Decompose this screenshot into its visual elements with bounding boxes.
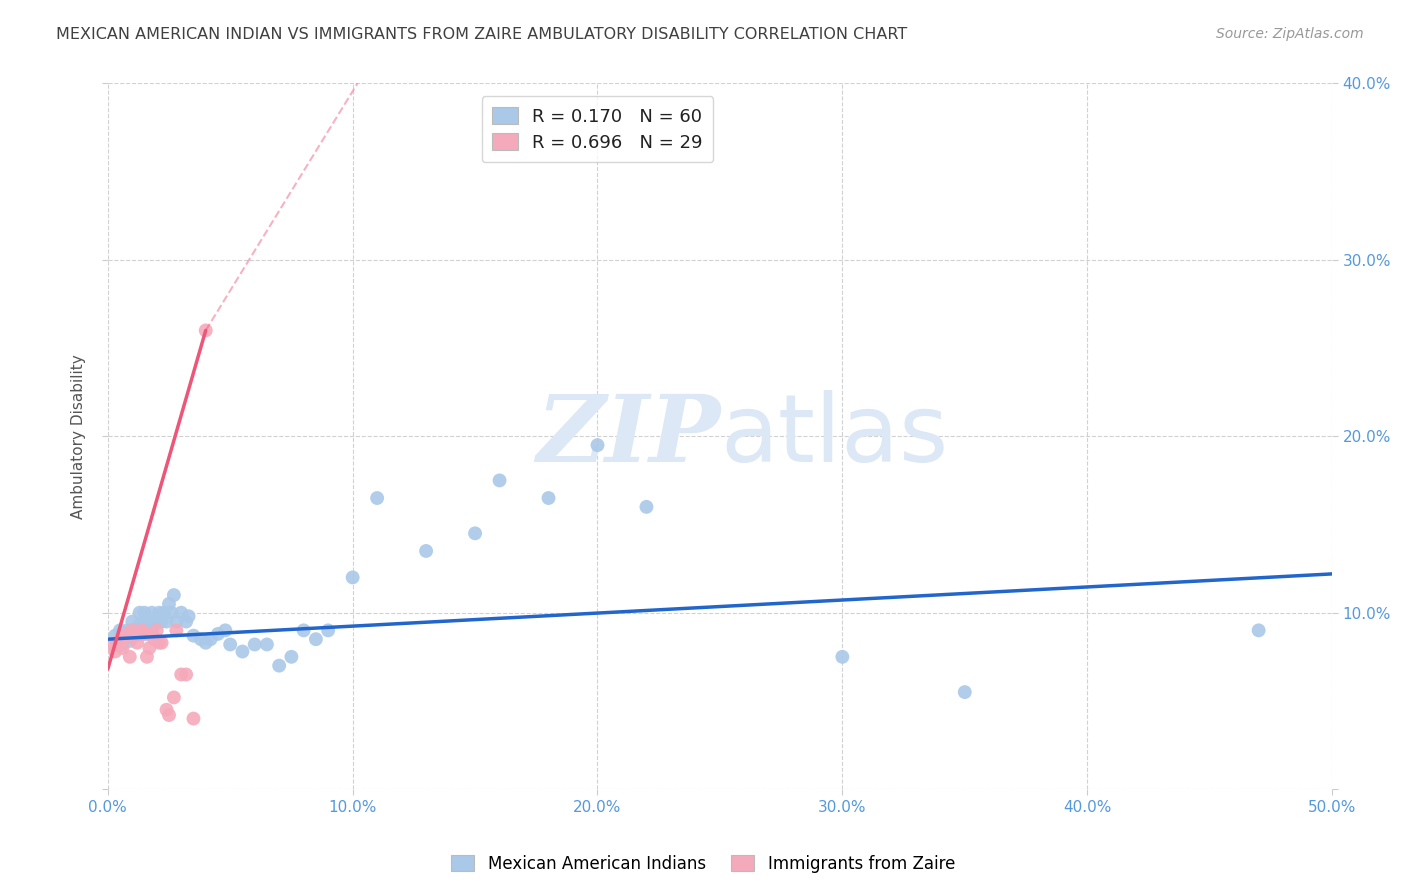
Point [153,606,176,620]
Point [464,526,486,541]
Point [111,638,134,652]
Point [143,632,166,647]
Point [292,624,315,638]
Point [194,323,217,337]
Point [121,624,143,638]
Point [136,649,159,664]
Point [128,618,150,632]
Point [488,474,510,488]
Point [170,606,193,620]
Point [148,636,170,650]
Point [163,588,186,602]
Point [214,624,236,638]
Point [269,658,291,673]
Point [134,615,156,629]
Point [586,438,609,452]
Text: atlas: atlas [720,391,948,483]
Point [243,638,266,652]
Point [104,644,127,658]
Point [114,627,136,641]
Point [1247,624,1270,638]
Point [127,624,149,638]
Point [150,615,173,629]
Point [163,690,186,705]
Point [114,631,136,645]
Point [190,632,212,647]
Point [104,629,127,643]
Point [183,629,205,643]
Point [111,640,134,655]
Point [121,624,143,638]
Legend: R = 0.170   N = 60, R = 0.696   N = 29: R = 0.170 N = 60, R = 0.696 N = 29 [481,96,713,162]
Point [148,606,170,620]
Point [124,629,146,643]
Point [231,644,253,658]
Point [117,631,139,645]
Point [108,632,131,647]
Point [136,618,159,632]
Point [207,627,229,641]
Point [174,667,197,681]
Point [157,708,180,723]
Point [165,624,187,638]
Point [118,649,141,664]
Point [128,627,150,641]
Text: ZIP: ZIP [536,392,720,482]
Point [134,606,156,620]
Point [118,634,141,648]
Point [170,667,193,681]
Point [143,618,166,632]
Point [107,636,129,650]
Point [157,597,180,611]
Point [141,627,163,641]
Text: MEXICAN AMERICAN INDIAN VS IMMIGRANTS FROM ZAIRE AMBULATORY DISABILITY CORRELATI: MEXICAN AMERICAN INDIAN VS IMMIGRANTS FR… [56,27,907,42]
Point [194,636,217,650]
Point [636,500,658,514]
Point [219,638,242,652]
Point [366,491,388,505]
Point [165,615,187,629]
Point [177,609,200,624]
Point [141,606,163,620]
Point [101,638,124,652]
Point [200,632,222,647]
Point [124,627,146,641]
Point [117,624,139,638]
Point [134,627,156,641]
Point [108,624,131,638]
Point [145,615,167,629]
Point [128,606,150,620]
Point [117,627,139,641]
Point [155,703,177,717]
Point [256,638,278,652]
Point [136,627,159,641]
Text: Source: ZipAtlas.com: Source: ZipAtlas.com [1216,27,1364,41]
Point [415,544,437,558]
Point [342,570,364,584]
Point [131,624,153,638]
Point [953,685,976,699]
Point [138,640,160,655]
Point [121,615,143,629]
Point [150,636,173,650]
Y-axis label: Ambulatory Disability: Ambulatory Disability [72,354,86,518]
Point [831,649,853,664]
Point [183,712,205,726]
Point [107,638,129,652]
Point [145,624,167,638]
Point [316,624,339,638]
Point [155,615,177,629]
Point [138,615,160,629]
Point [305,632,328,647]
Point [174,615,197,629]
Point [131,627,153,641]
Legend: Mexican American Indians, Immigrants from Zaire: Mexican American Indians, Immigrants fro… [444,848,962,880]
Point [537,491,560,505]
Point [160,606,183,620]
Point [280,649,302,664]
Point [127,636,149,650]
